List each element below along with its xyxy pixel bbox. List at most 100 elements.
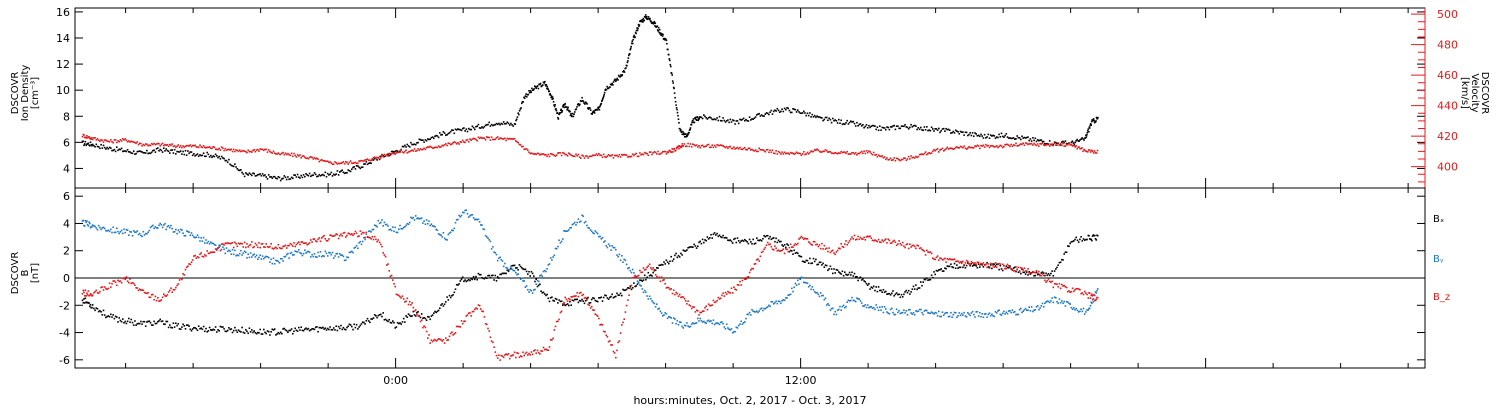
b-point xyxy=(424,223,427,225)
b-point xyxy=(962,314,964,316)
density-point xyxy=(627,60,629,62)
legend-entry: Bₓ xyxy=(1433,214,1444,225)
b-point xyxy=(527,273,529,275)
b-point xyxy=(957,260,959,262)
b-point xyxy=(132,282,135,285)
density-point xyxy=(879,125,881,127)
b-point xyxy=(1039,307,1041,309)
b-point xyxy=(636,275,639,277)
density-point xyxy=(206,151,208,154)
b-point xyxy=(525,351,528,354)
b-point xyxy=(451,294,453,297)
density-point xyxy=(551,96,554,98)
velocity-point xyxy=(646,152,648,155)
b-point xyxy=(163,224,165,226)
b-point xyxy=(982,316,985,319)
density-point xyxy=(295,176,298,178)
b-point xyxy=(245,251,247,254)
b-point xyxy=(821,264,823,266)
b-point xyxy=(460,320,463,322)
b-point xyxy=(586,224,588,227)
b-point xyxy=(437,309,440,312)
b-point xyxy=(276,260,278,262)
velocity-point xyxy=(330,162,333,164)
density-point xyxy=(1093,121,1096,124)
b-point xyxy=(510,267,512,270)
b-point xyxy=(392,320,394,322)
velocity-point xyxy=(822,150,824,153)
b-point xyxy=(775,300,777,302)
b-point xyxy=(353,323,355,326)
density-point xyxy=(477,123,480,126)
b-point xyxy=(89,293,92,295)
b-point xyxy=(553,300,556,302)
b-point xyxy=(148,320,151,322)
b-point xyxy=(278,246,281,249)
b-point xyxy=(1074,238,1076,241)
b-point xyxy=(1071,308,1074,310)
density-point xyxy=(476,125,478,128)
density-point xyxy=(1035,140,1038,143)
b-point xyxy=(660,276,663,278)
b-point xyxy=(1087,309,1090,311)
b-point xyxy=(828,247,830,249)
b-point xyxy=(748,271,751,274)
velocity-point xyxy=(985,143,987,146)
velocity-point xyxy=(263,149,265,152)
velocity-point xyxy=(341,161,343,164)
b-point xyxy=(201,328,204,331)
b-point xyxy=(226,250,229,253)
density-point xyxy=(975,133,977,135)
b-point xyxy=(1077,241,1080,243)
b-point xyxy=(387,320,389,323)
density-point xyxy=(290,176,293,179)
b-point xyxy=(245,329,247,331)
density-point xyxy=(682,133,685,136)
b-point xyxy=(358,326,360,328)
velocity-point xyxy=(706,144,709,146)
density-point xyxy=(768,113,770,116)
density-point xyxy=(1003,136,1005,138)
b-point xyxy=(302,242,305,245)
velocity-point xyxy=(1061,144,1063,147)
b-point xyxy=(792,246,794,248)
density-point xyxy=(170,149,172,151)
density-point xyxy=(82,140,85,143)
b-point xyxy=(883,239,886,242)
velocity-point xyxy=(143,144,146,147)
b-point xyxy=(235,329,237,332)
b-point xyxy=(583,221,586,224)
density-point xyxy=(579,103,581,106)
b-point xyxy=(272,248,275,250)
velocity-point xyxy=(1093,150,1096,152)
velocity-point xyxy=(602,153,605,156)
b-point xyxy=(1083,239,1086,241)
density-point xyxy=(860,125,863,127)
b-point xyxy=(652,271,654,274)
b-point xyxy=(536,349,539,352)
b-point xyxy=(245,246,247,249)
b-point xyxy=(440,304,442,306)
velocity-point xyxy=(617,155,619,158)
b-point xyxy=(529,289,531,291)
b-point xyxy=(717,322,720,325)
density-point xyxy=(810,116,812,118)
density-point xyxy=(183,153,186,156)
density-point xyxy=(874,125,876,127)
density-point xyxy=(567,106,569,109)
velocity-point xyxy=(633,154,635,157)
velocity-point xyxy=(154,143,157,146)
density-point xyxy=(147,152,149,155)
density-point xyxy=(294,174,296,176)
b-point xyxy=(211,251,213,254)
velocity-point xyxy=(772,152,775,155)
b-point xyxy=(923,250,926,253)
b-point xyxy=(523,280,525,282)
b-point xyxy=(619,259,622,262)
b-point xyxy=(101,314,104,316)
b-point xyxy=(665,313,668,315)
b-point xyxy=(448,294,451,297)
density-point xyxy=(305,173,307,175)
b-point xyxy=(1091,302,1093,305)
b-point xyxy=(428,334,430,336)
